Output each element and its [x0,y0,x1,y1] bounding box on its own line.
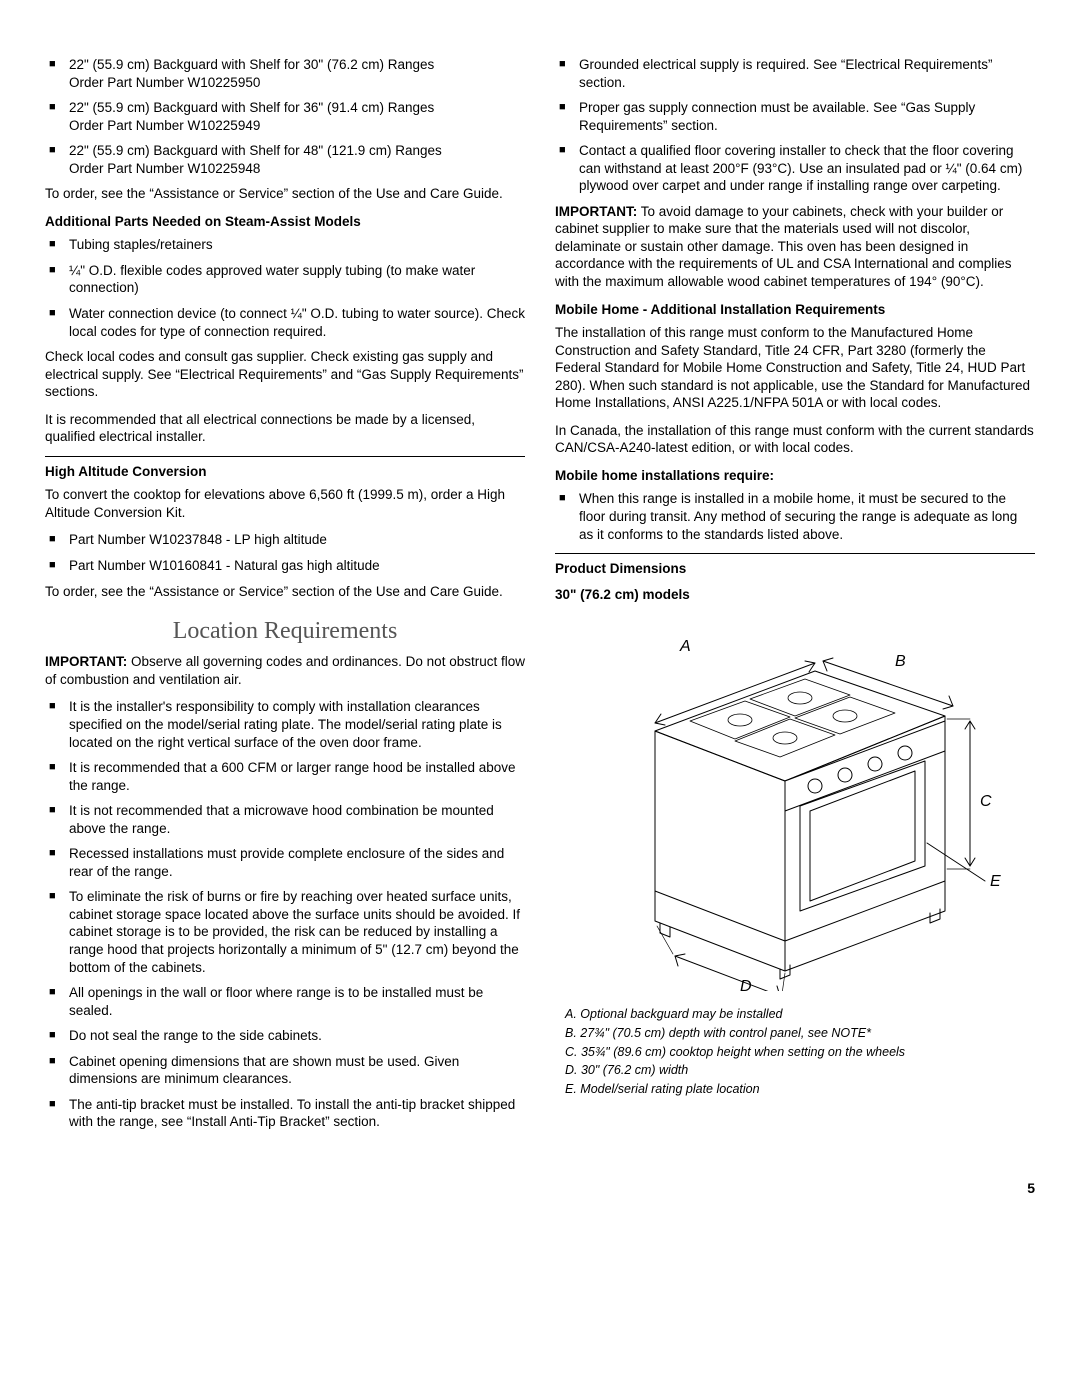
left-column: 22" (55.9 cm) Backguard with Shelf for 3… [45,50,525,1139]
text: 22" (55.9 cm) Backguard with Shelf for 4… [69,143,442,158]
text: Order Part Number W10225950 [69,74,525,92]
caption-line: E. Model/serial rating plate location [565,1081,1035,1098]
list-item: It is recommended that a 600 CFM or larg… [45,759,525,794]
subheading-mobile-home: Mobile Home - Additional Installation Re… [555,301,1035,319]
list-item: Proper gas supply connection must be ava… [555,99,1035,134]
caption-line: D. 30" (76.2 cm) width [565,1062,1035,1079]
list-item: 22" (55.9 cm) Backguard with Shelf for 4… [45,142,525,177]
list-item: Contact a qualified floor covering insta… [555,142,1035,195]
subheading-mobile-req: Mobile home installations require: [555,467,1035,485]
subheading-model-size: 30" (76.2 cm) models [555,586,1035,604]
hac-list: Part Number W10237848 - LP high altitude… [45,531,525,574]
list-item: Grounded electrical supply is required. … [555,56,1035,91]
right-column: Grounded electrical supply is required. … [555,50,1035,1139]
divider [555,553,1035,554]
list-item: Cabinet opening dimensions that are show… [45,1053,525,1088]
list-item: All openings in the wall or floor where … [45,984,525,1019]
important-note: IMPORTANT: Observe all governing codes a… [45,653,525,688]
diagram-label-e: E [990,873,1001,890]
paragraph: It is recommended that all electrical co… [45,411,525,446]
mobile-req-list: When this range is installed in a mobile… [555,490,1035,543]
list-item: When this range is installed in a mobile… [555,490,1035,543]
text: 22" (55.9 cm) Backguard with Shelf for 3… [69,100,434,115]
divider [45,456,525,457]
list-item: Tubing staples/retainers [45,236,525,254]
paragraph: To order, see the “Assistance or Service… [45,185,525,203]
important-label: IMPORTANT: [45,654,127,669]
list-item: Water connection device (to connect ¼" O… [45,305,525,340]
list-item: Recessed installations must provide comp… [45,845,525,880]
text: Order Part Number W10225949 [69,117,525,135]
important-note: IMPORTANT: To avoid damage to your cabin… [555,203,1035,291]
list-item: ¼" O.D. flexible codes approved water su… [45,262,525,297]
subheading-product-dimensions: Product Dimensions [555,560,1035,578]
product-diagram: A B C E D [555,611,1035,996]
list-item: Do not seal the range to the side cabine… [45,1027,525,1045]
diagram-label-a: A [679,638,691,655]
paragraph: In Canada, the installation of this rang… [555,422,1035,457]
diagram-label-d: D [740,978,752,991]
subheading-additional-parts: Additional Parts Needed on Steam-Assist … [45,213,525,231]
list-item: It is not recommended that a microwave h… [45,802,525,837]
caption-line: B. 27¾" (70.5 cm) depth with control pan… [565,1025,1035,1042]
list-item: It is the installer's responsibility to … [45,698,525,751]
subheading-high-altitude: High Altitude Conversion [45,463,525,481]
diagram-label-b: B [895,653,906,670]
paragraph: To order, see the “Assistance or Service… [45,583,525,601]
list-item: The anti-tip bracket must be installed. … [45,1096,525,1131]
list-item: To eliminate the risk of burns or fire b… [45,888,525,976]
list-item: Part Number W10237848 - LP high altitude [45,531,525,549]
top-right-list: Grounded electrical supply is required. … [555,56,1035,195]
important-label: IMPORTANT: [555,204,637,219]
diagram-caption: A. Optional backguard may be installed B… [565,1006,1035,1098]
heading-location-requirements: Location Requirements [45,616,525,647]
backguard-list: 22" (55.9 cm) Backguard with Shelf for 3… [45,56,525,177]
diagram-label-c: C [980,793,992,810]
range-diagram-svg: A B C E D [585,611,1005,991]
caption-line: C. 35¾" (89.6 cm) cooktop height when se… [565,1044,1035,1061]
location-list: It is the installer's responsibility to … [45,698,525,1130]
page-number: 5 [45,1179,1035,1197]
caption-line: A. Optional backguard may be installed [565,1006,1035,1023]
text: 22" (55.9 cm) Backguard with Shelf for 3… [69,57,434,72]
text: Order Part Number W10225948 [69,160,525,178]
paragraph: The installation of this range must conf… [555,324,1035,412]
additional-parts-list: Tubing staples/retainers ¼" O.D. flexibl… [45,236,525,340]
list-item: Part Number W10160841 - Natural gas high… [45,557,525,575]
paragraph: To convert the cooktop for elevations ab… [45,486,525,521]
paragraph: Check local codes and consult gas suppli… [45,348,525,401]
list-item: 22" (55.9 cm) Backguard with Shelf for 3… [45,99,525,134]
list-item: 22" (55.9 cm) Backguard with Shelf for 3… [45,56,525,91]
